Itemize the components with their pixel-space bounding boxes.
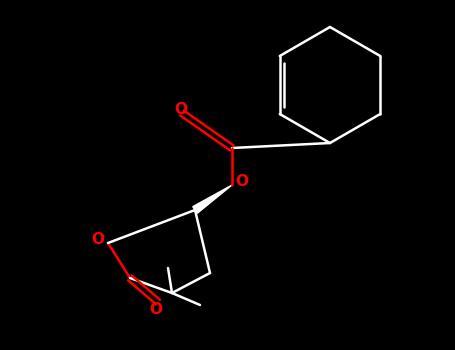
Text: O: O — [150, 302, 162, 317]
Text: O: O — [236, 175, 248, 189]
Polygon shape — [193, 185, 232, 213]
Text: O: O — [91, 231, 105, 246]
Text: O: O — [175, 102, 187, 117]
